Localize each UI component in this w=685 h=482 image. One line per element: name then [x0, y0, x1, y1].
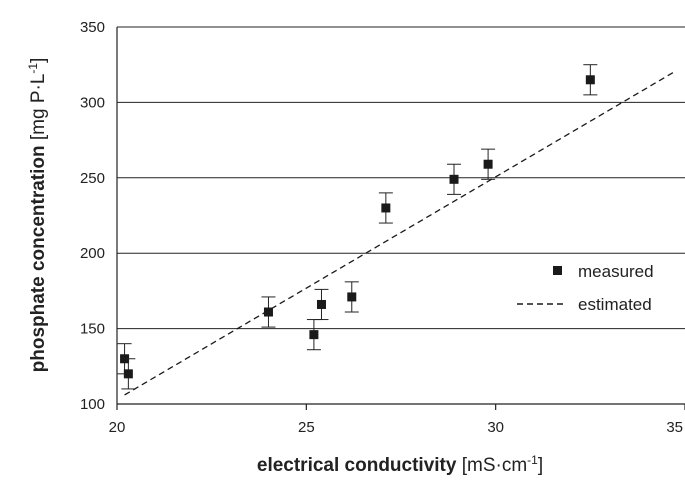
y-tick-label-150: 150	[80, 321, 105, 338]
data-point-6	[381, 203, 391, 213]
x-axis-label-unit: [mS·cm	[456, 455, 527, 476]
y-axis-label: phosphate concentration [mg P·L-1]	[26, 58, 49, 373]
data-point-4	[316, 299, 326, 309]
y-tick-label-350: 350	[80, 19, 105, 36]
x-axis-label: electrical conductivity [mS·cm-1]	[257, 453, 543, 476]
x-tick-label-30: 30	[487, 419, 504, 436]
y-tick-label-100: 100	[80, 396, 105, 413]
y-axis-label-unit-close: ]	[28, 58, 49, 63]
legend-marker-measured	[553, 266, 562, 275]
y-tick-label-300: 300	[80, 94, 105, 111]
data-point-2	[263, 307, 273, 317]
data-point-7	[449, 174, 459, 184]
x-tick-label-25: 25	[298, 419, 315, 436]
grid-lines	[117, 26, 685, 330]
estimated-line-segment	[124, 71, 674, 396]
x-tick-label-20: 20	[109, 419, 126, 436]
data-point-9	[585, 75, 595, 85]
x-tick-label-35: 35	[666, 419, 683, 436]
x-axis-label-unit-sup: -1	[527, 453, 538, 467]
y-tick-label-250: 250	[80, 170, 105, 187]
x-axis-label-main: electrical conductivity	[257, 455, 457, 476]
y-axis-label-unit: [mg P·L	[28, 74, 49, 146]
data-point-3	[309, 330, 319, 340]
estimated-line	[124, 71, 674, 396]
y-tick-labels: 100 150 200 250 300 350	[80, 19, 105, 413]
y-axis-label-unit-sup: -1	[26, 63, 40, 74]
data-point-5	[347, 292, 357, 302]
y-tick-label-200: 200	[80, 245, 105, 262]
legend: measured estimated	[517, 262, 654, 314]
data-point-8	[483, 159, 493, 169]
legend-label-estimated: estimated	[578, 295, 652, 314]
y-axis-label-main: phosphate concentration	[28, 145, 49, 372]
axes	[116, 27, 685, 410]
x-axis-label-unit-close: ]	[538, 455, 543, 476]
measured-points	[117, 64, 598, 390]
legend-label-measured: measured	[578, 262, 654, 281]
data-point-1	[123, 369, 133, 379]
x-tick-labels: 20 25 30 35	[109, 419, 683, 436]
